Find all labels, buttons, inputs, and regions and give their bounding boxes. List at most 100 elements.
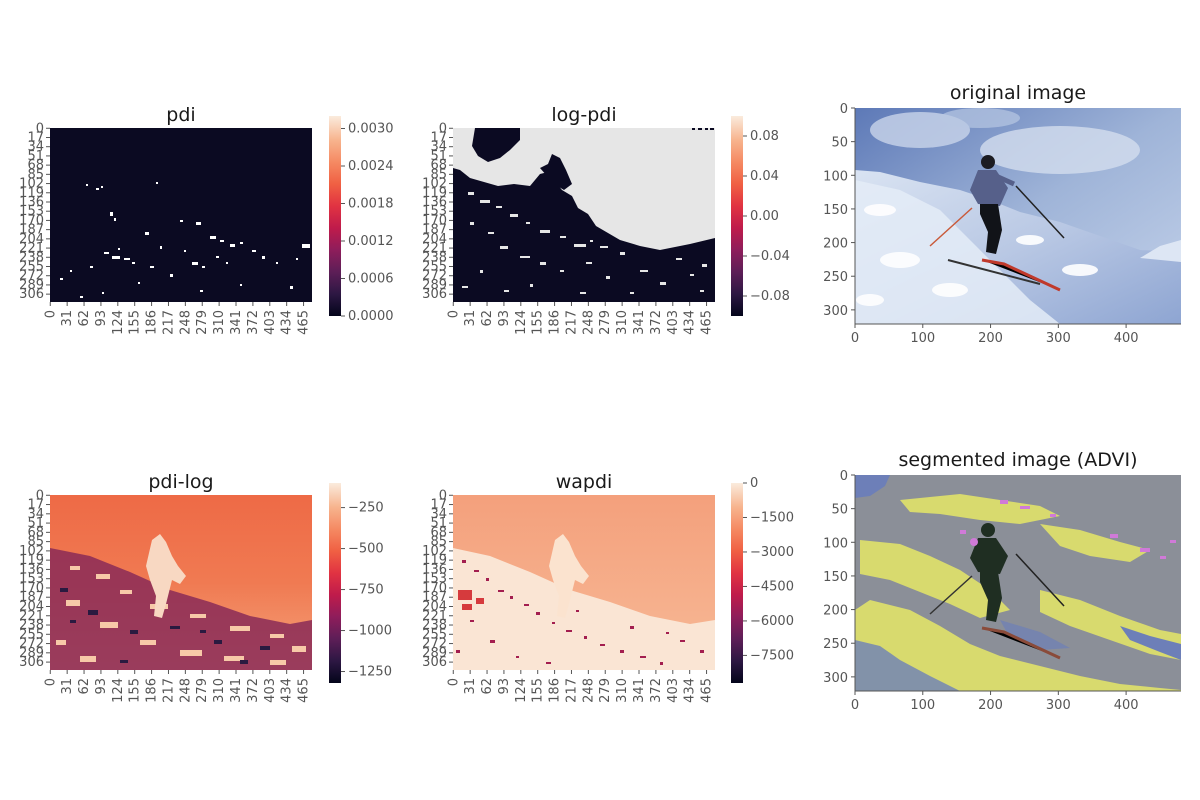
tick-label: −7500: [750, 648, 794, 663]
tick-label: 68: [430, 525, 447, 540]
tick-label: 0: [446, 310, 461, 318]
tick-label: 300: [823, 304, 848, 319]
tick-label: 136: [19, 562, 44, 577]
tick-label: 155: [531, 310, 546, 335]
tick-label: 217: [564, 310, 579, 335]
tick-label: 93: [497, 310, 512, 327]
x-axis: 0 31 62 93 124 155 186 217 248 279 310 341 372 403 434…: [446, 670, 715, 703]
tick-label: 372: [649, 678, 664, 703]
colorbar: [329, 116, 341, 316]
tick-label: −250: [348, 501, 384, 516]
x-axis: 0 31 62 93 124 155 186 217 248 279 310 341 372 403 434…: [43, 670, 312, 703]
tick-label: 221: [422, 609, 447, 624]
tick-label: 434: [280, 678, 295, 703]
tick-label: 100: [823, 536, 848, 551]
tick-label: 102: [422, 544, 447, 559]
tick-label: 170: [422, 581, 447, 596]
tick-label: 204: [19, 599, 44, 614]
tick-label: 170: [19, 581, 44, 596]
tick-label: 0: [840, 102, 848, 117]
tick-label: 0: [750, 476, 758, 491]
tick-label: 100: [910, 331, 935, 346]
tick-label: 186: [145, 678, 160, 703]
panel-title: original image: [950, 82, 1086, 104]
tick-label: 272: [19, 269, 44, 284]
colorbar-ticks: 0 −1500 −3000 −4500 −6000 −7500: [743, 476, 794, 663]
tick-label: 400: [1114, 698, 1139, 713]
tick-label: 0.0018: [348, 197, 394, 212]
tick-label: 85: [27, 535, 44, 550]
tick-label: 0: [36, 488, 44, 503]
tick-label: 250: [823, 637, 848, 652]
tick-label: 34: [430, 507, 447, 522]
tick-label: 248: [581, 310, 596, 335]
tick-label: 403: [666, 310, 681, 335]
tick-label: 272: [422, 637, 447, 652]
tick-label: 306: [19, 655, 44, 670]
tick-label: 403: [263, 678, 278, 703]
tick-label: 119: [422, 186, 447, 201]
heatmap-image: [50, 495, 312, 670]
tick-label: −1000: [348, 624, 392, 639]
heatmap-image: [50, 128, 312, 302]
tick-label: 93: [497, 678, 512, 695]
tick-label: 124: [514, 678, 529, 703]
panel-title: wapdi: [556, 471, 613, 493]
tick-label: 200: [978, 331, 1003, 346]
panel-log-pdi: log-pdi: [422, 104, 790, 335]
tick-label: 300: [1046, 698, 1071, 713]
tick-label: 51: [27, 149, 44, 164]
tick-label: 289: [19, 278, 44, 293]
tick-label: 0.0012: [348, 234, 394, 249]
y-axis: 0173451688510211913615317018720422123825…: [422, 488, 453, 670]
tick-label: 403: [666, 678, 681, 703]
tick-label: 255: [19, 627, 44, 642]
tick-label: 0: [439, 488, 447, 503]
tick-label: 85: [27, 167, 44, 182]
tick-label: 68: [430, 158, 447, 173]
tick-label: −1500: [750, 510, 794, 525]
tick-label: 238: [19, 618, 44, 633]
tick-label: 310: [615, 310, 630, 335]
tick-label: 136: [19, 195, 44, 210]
tick-label: 93: [94, 678, 109, 695]
tick-label: 0: [36, 121, 44, 136]
y-axis: 0173451688510211913615317018720422123825…: [422, 121, 453, 302]
tick-label: 238: [422, 250, 447, 265]
tick-label: 279: [195, 678, 210, 703]
tick-label: 100: [823, 169, 848, 184]
tick-label: 341: [632, 678, 647, 703]
tick-label: −1250: [348, 665, 392, 680]
tick-label: 0: [840, 469, 848, 484]
tick-label: 341: [229, 678, 244, 703]
tick-label: 62: [77, 678, 92, 695]
tick-label: 150: [823, 570, 848, 585]
colorbar-ticks: −250 −500 −750 −1000 −1250: [341, 501, 392, 680]
tick-label: 310: [615, 678, 630, 703]
tick-label: 124: [111, 310, 126, 335]
tick-label: 250: [823, 270, 848, 285]
tick-label: 187: [19, 590, 44, 605]
tick-label: 119: [19, 553, 44, 568]
tick-label: 34: [27, 140, 44, 155]
tick-label: 279: [195, 310, 210, 335]
tick-label: 186: [548, 678, 563, 703]
tick-label: 217: [161, 678, 176, 703]
tick-label: −750: [348, 583, 384, 598]
tick-label: 300: [823, 671, 848, 686]
tick-label: 289: [19, 646, 44, 661]
tick-label: 62: [77, 310, 92, 327]
tick-label: 31: [60, 678, 75, 695]
tick-label: 100: [910, 698, 935, 713]
tick-label: 68: [27, 158, 44, 173]
tick-label: 170: [19, 213, 44, 228]
tick-label: 272: [19, 637, 44, 652]
tick-label: 50: [831, 136, 848, 151]
tick-label: 341: [229, 310, 244, 335]
tick-label: 400: [1114, 331, 1139, 346]
tick-label: 248: [178, 678, 193, 703]
tick-label: 153: [19, 204, 44, 219]
tick-label: 186: [548, 310, 563, 335]
